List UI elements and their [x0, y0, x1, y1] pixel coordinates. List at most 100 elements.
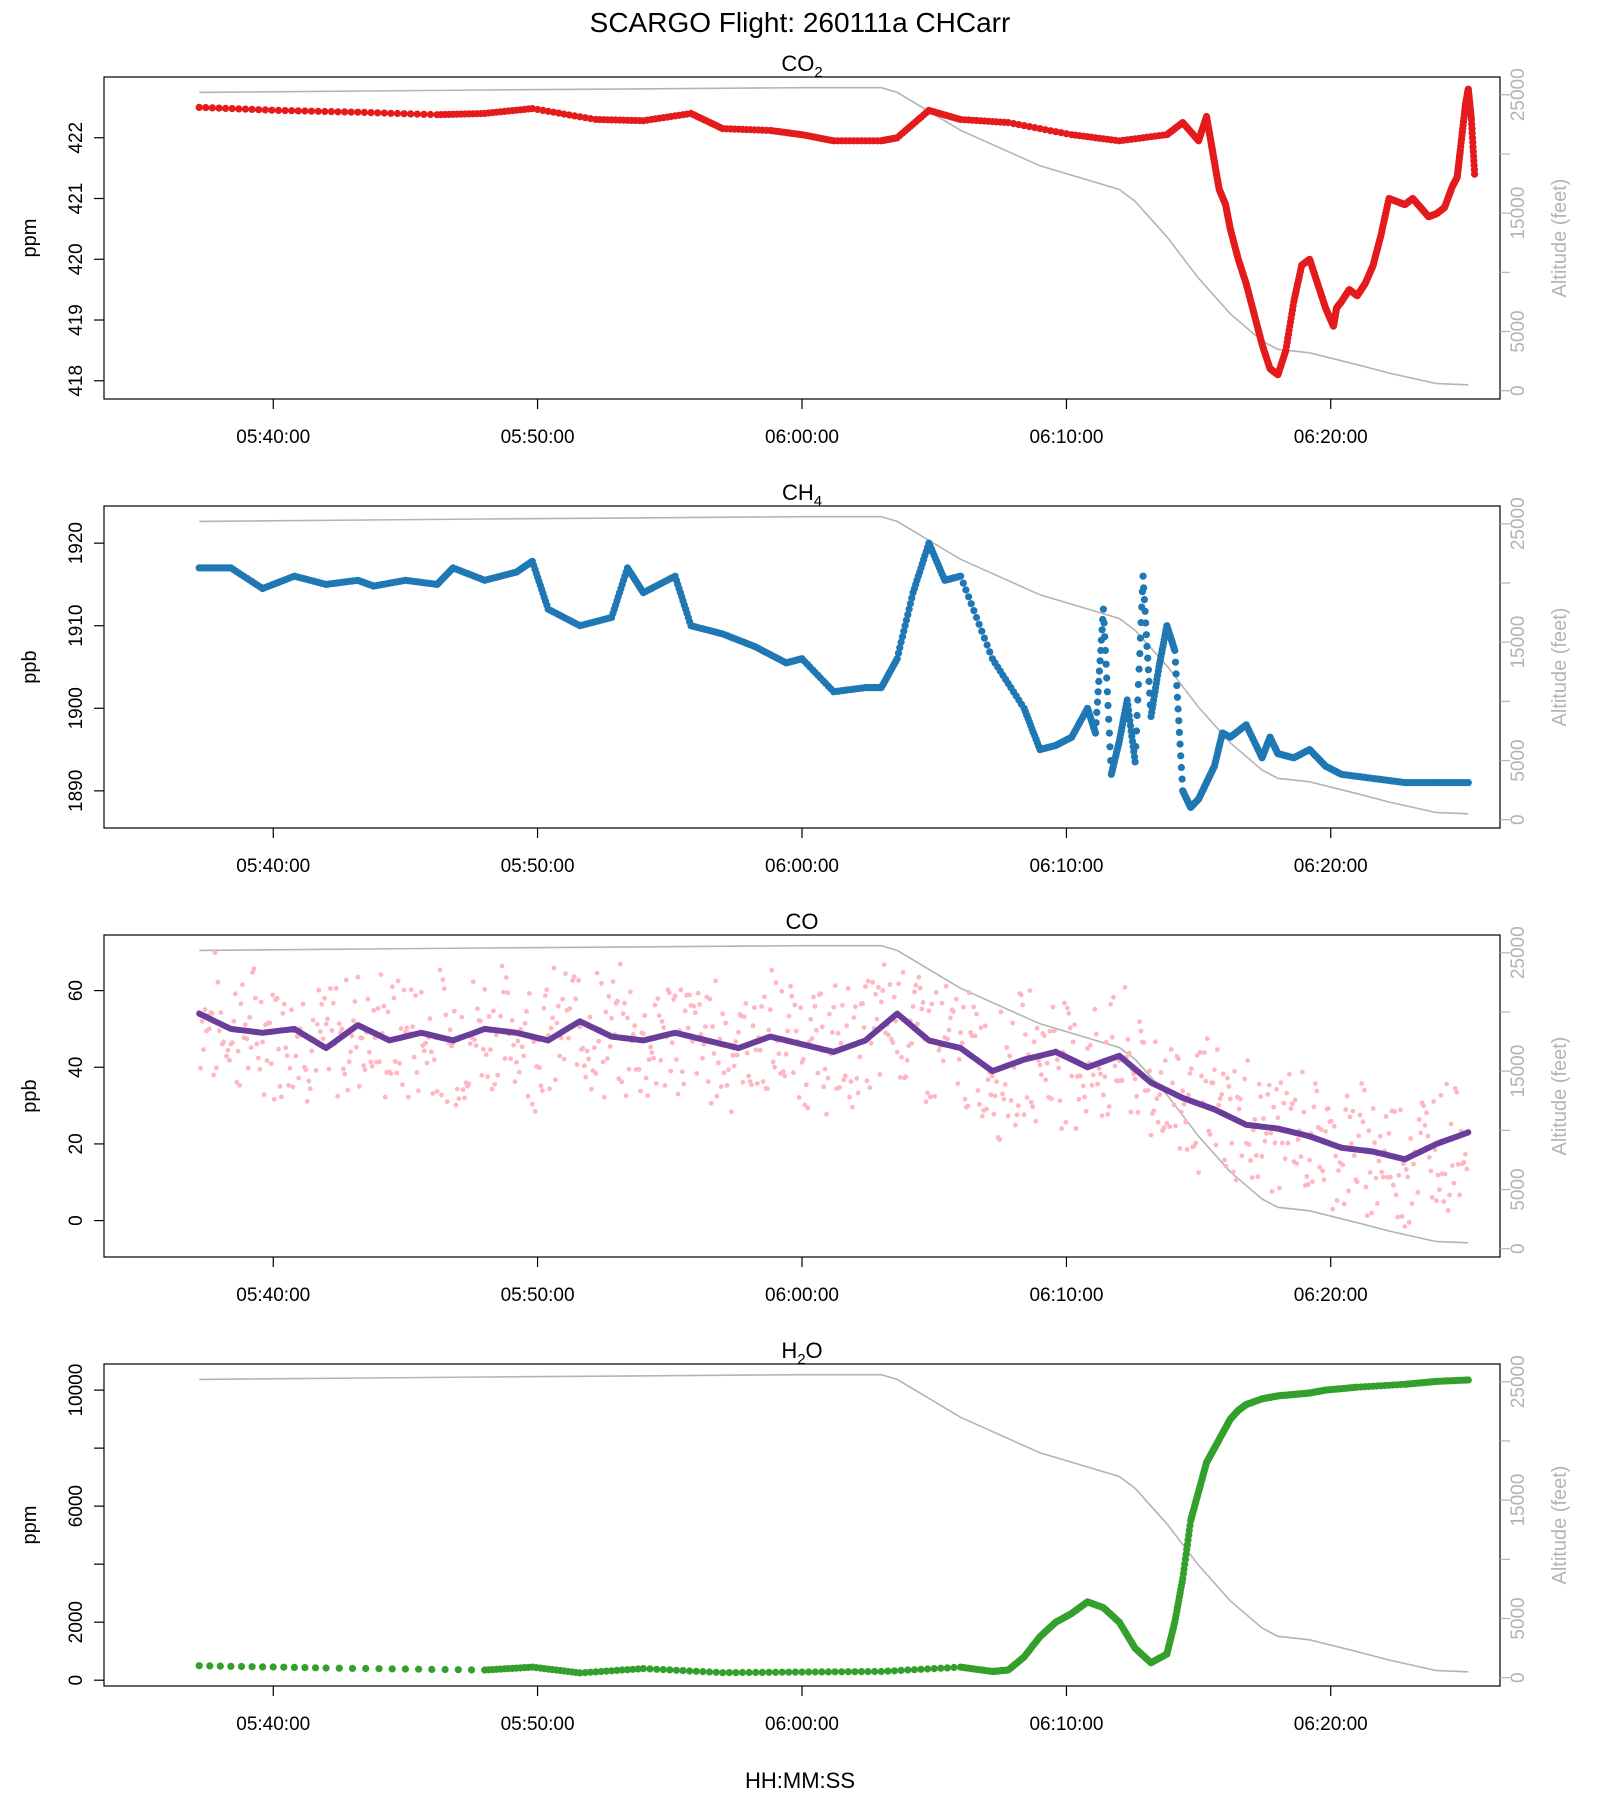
co-raw-point: [1287, 1071, 1292, 1077]
co-raw-point: [511, 1042, 516, 1048]
h2o-data-point: [890, 1667, 899, 1675]
co-raw-point: [587, 1014, 593, 1020]
ch4-data-point: [901, 622, 909, 630]
co-raw-point: [395, 978, 401, 984]
co-raw-point: [218, 1010, 224, 1016]
co-raw-point: [1207, 1132, 1213, 1137]
co-raw-point: [903, 1074, 909, 1079]
co-raw-point: [985, 1077, 991, 1083]
co-raw-point: [581, 1063, 587, 1069]
co-raw-point: [943, 983, 949, 989]
co-xtick-label: 06:20:00: [1294, 1285, 1368, 1306]
co2-data-point: [544, 107, 552, 115]
co-raw-point: [369, 1063, 375, 1069]
co-alt-tick-label: 25000: [1508, 926, 1529, 979]
co-raw-point: [707, 996, 713, 1002]
co-raw-point: [1281, 1100, 1287, 1106]
co-raw-point: [955, 1081, 961, 1086]
co-raw-point: [762, 994, 767, 1000]
co-raw-point: [744, 1050, 750, 1056]
h2o-data-point: [467, 1666, 476, 1674]
co-raw-point: [1245, 1058, 1250, 1063]
co-raw-point: [1344, 1093, 1350, 1099]
co-raw-point: [746, 1073, 751, 1079]
ch4-data-point: [908, 594, 916, 602]
co-raw-point: [780, 1069, 786, 1074]
co-raw-point: [1295, 1137, 1301, 1142]
co2-ytick-label: 421: [66, 183, 87, 215]
co-raw-point: [1364, 1213, 1370, 1219]
co-raw-point: [1178, 1109, 1184, 1115]
co-raw-point: [971, 1004, 976, 1010]
co-raw-point: [1279, 1140, 1285, 1146]
h2o-data-point: [851, 1668, 859, 1676]
co-raw-point: [423, 1040, 428, 1046]
co-raw-point: [992, 1093, 998, 1099]
co-raw-point: [323, 1021, 329, 1027]
co-raw-point: [984, 1106, 989, 1112]
co-raw-point: [1180, 1088, 1186, 1094]
co-raw-point: [1289, 1101, 1295, 1107]
ch4-xtick-label: 05:50:00: [501, 856, 575, 877]
co-raw-point: [1321, 1177, 1327, 1183]
co-raw-point: [221, 1039, 227, 1045]
ch4-data-point: [1096, 657, 1104, 665]
co-raw-point: [1242, 1076, 1248, 1082]
co-raw-point: [1274, 1086, 1279, 1092]
co-raw-point: [498, 1013, 503, 1019]
co-raw-point: [1170, 1080, 1175, 1086]
co-raw-point: [936, 1047, 942, 1053]
co-raw-point: [773, 980, 779, 986]
h2o-data-point: [844, 1668, 852, 1676]
h2o-data-point: [639, 1665, 648, 1673]
co-raw-point: [713, 978, 718, 984]
co-raw-point: [1112, 1063, 1118, 1069]
co2-data-point: [281, 107, 289, 115]
co-raw-point: [359, 1035, 365, 1041]
co-raw-point: [493, 1032, 499, 1038]
h2o-data-point: [791, 1668, 800, 1676]
co-raw-point: [367, 1049, 372, 1055]
co-raw-point: [842, 1073, 848, 1079]
co-raw-point: [529, 1101, 535, 1107]
co-raw-point: [1330, 1206, 1336, 1212]
co-raw-point: [1103, 1039, 1109, 1045]
co-raw-point: [1194, 1053, 1200, 1058]
co-raw-point: [460, 1087, 466, 1092]
co-raw-point: [1041, 1033, 1047, 1039]
co-raw-point: [786, 1013, 792, 1019]
ch4-data-point: [1092, 719, 1100, 727]
co-raw-point: [400, 1082, 405, 1088]
co-raw-point: [1236, 1106, 1242, 1112]
co-raw-point: [541, 1005, 547, 1011]
co-raw-point: [622, 1000, 627, 1006]
h2o-data-point: [666, 1666, 674, 1674]
co-raw-point: [741, 1014, 747, 1020]
co-raw-point: [319, 1001, 325, 1007]
co-raw-point: [662, 1083, 668, 1088]
co-raw-point: [1301, 1109, 1307, 1115]
co-raw-point: [392, 1059, 398, 1064]
co-raw-point: [315, 1021, 320, 1027]
co-raw-point: [1210, 1080, 1216, 1086]
co-raw-point: [281, 1001, 287, 1007]
ch4-data-point: [1095, 667, 1103, 675]
co-raw-point: [287, 1065, 293, 1071]
co-raw-point: [861, 1025, 867, 1030]
co-raw-point: [1388, 1174, 1393, 1180]
co-raw-point: [577, 1024, 583, 1030]
co-raw-point: [1137, 1019, 1142, 1025]
co-raw-point: [1367, 1170, 1373, 1175]
co-raw-point: [307, 1086, 313, 1092]
co-raw-point: [368, 1059, 374, 1065]
co-raw-point: [414, 1070, 420, 1075]
co-raw-point: [492, 1082, 498, 1087]
co-raw-point: [1386, 1131, 1392, 1136]
co-raw-point: [199, 1018, 205, 1024]
co-raw-point: [831, 1004, 837, 1010]
co2-data-point: [314, 107, 322, 115]
h2o-data-point: [857, 1668, 866, 1676]
co-raw-point: [1119, 1077, 1125, 1083]
co-raw-point: [586, 1056, 591, 1062]
ch4-data-point: [905, 605, 913, 613]
